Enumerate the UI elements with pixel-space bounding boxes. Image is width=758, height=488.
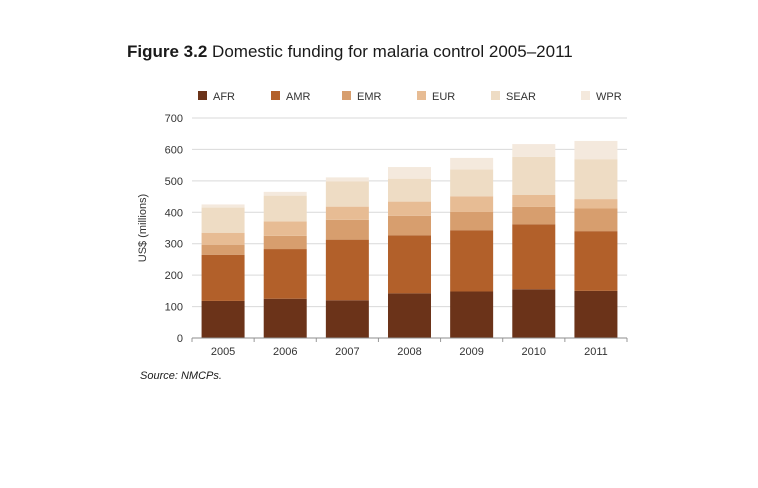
- bar-segment-afr-2009: [450, 291, 494, 338]
- x-tick-label: 2010: [522, 346, 546, 358]
- x-tick-label: 2005: [211, 346, 235, 358]
- bar-segment-eur-2009: [450, 196, 494, 212]
- legend: AFR AMR EMR EUR SEAR WPR: [198, 91, 622, 103]
- bar-segment-eur-2006: [263, 221, 307, 236]
- bar-segment-amr-2010: [512, 224, 556, 290]
- bar-segment-afr-2006: [263, 298, 307, 338]
- y-tick-label: 700: [165, 113, 183, 125]
- bar-segment-wpr-2007: [325, 177, 369, 182]
- x-tick-label: 2011: [584, 346, 608, 358]
- legend-label-wpr: WPR: [596, 91, 622, 103]
- bar-segment-emr-2009: [450, 211, 494, 231]
- bar-segment-wpr-2009: [450, 157, 494, 170]
- bar-segment-amr-2006: [263, 249, 307, 299]
- bars: [201, 140, 618, 338]
- legend-swatch-amr: [271, 91, 280, 100]
- figure-number: Figure 3.2: [127, 42, 208, 61]
- legend-label-emr: EMR: [357, 91, 382, 103]
- bar-segment-emr-2006: [263, 235, 307, 250]
- bar-segment-sear-2011: [574, 159, 618, 200]
- y-tick-label: 200: [165, 270, 183, 282]
- bar-segment-emr-2005: [201, 244, 245, 255]
- legend-label-afr: AFR: [213, 91, 235, 103]
- bar-segment-sear-2009: [450, 169, 494, 197]
- bar-segment-emr-2011: [574, 208, 618, 232]
- legend-label-eur: EUR: [432, 91, 455, 103]
- bar-segment-emr-2007: [325, 219, 369, 240]
- legend-label-sear: SEAR: [506, 91, 536, 103]
- y-tick-label: 400: [165, 207, 183, 219]
- figure-title-text: Domestic funding for malaria control 200…: [212, 42, 573, 61]
- y-tick-label: 100: [165, 302, 183, 314]
- bar-segment-sear-2006: [263, 195, 307, 222]
- bar-segment-amr-2005: [201, 254, 245, 301]
- bar-segment-wpr-2006: [263, 191, 307, 196]
- bar-segment-eur-2008: [388, 201, 431, 216]
- source-note: Source: NMCPs.: [140, 370, 222, 382]
- bar-segment-amr-2007: [325, 239, 369, 301]
- bar-segment-amr-2009: [450, 230, 494, 292]
- y-tick-label: 300: [165, 239, 183, 251]
- legend-label-amr: AMR: [286, 91, 311, 103]
- bar-segment-amr-2008: [388, 235, 431, 294]
- bar-segment-afr-2005: [201, 300, 245, 338]
- bar-segment-wpr-2005: [201, 204, 245, 208]
- bar-segment-sear-2008: [388, 178, 431, 202]
- legend-swatch-emr: [342, 91, 351, 100]
- bar-segment-eur-2010: [512, 195, 556, 207]
- bar-segment-afr-2007: [325, 300, 369, 338]
- source-text: NMCPs.: [180, 370, 222, 382]
- x-tick-label: 2006: [273, 346, 297, 358]
- y-tick-label: 500: [165, 176, 183, 188]
- legend-swatch-afr: [198, 91, 207, 100]
- bar-segment-eur-2011: [574, 199, 618, 209]
- x-tick-label: 2007: [335, 346, 359, 358]
- source-label: Source:: [140, 370, 178, 382]
- bar-segment-sear-2010: [512, 156, 556, 195]
- bar-segment-afr-2008: [388, 293, 431, 338]
- legend-swatch-sear: [491, 91, 500, 100]
- legend-swatch-eur: [417, 91, 426, 100]
- bar-segment-afr-2011: [574, 290, 618, 338]
- bar-segment-afr-2010: [512, 289, 556, 338]
- legend-swatch-wpr: [581, 91, 590, 100]
- bar-segment-emr-2008: [388, 215, 431, 236]
- axes: 0 100 200 300 400 500 600 700 2005 2006 2007 2008 20…: [165, 113, 628, 358]
- figure-title: Figure 3.2 Domestic funding for malaria …: [127, 42, 573, 62]
- bar-segment-amr-2011: [574, 231, 618, 291]
- bar-segment-wpr-2008: [388, 167, 431, 179]
- bar-segment-emr-2010: [512, 206, 556, 225]
- bar-segment-sear-2007: [325, 181, 369, 207]
- y-tick-label: 600: [165, 144, 183, 156]
- bar-segment-eur-2007: [325, 206, 369, 220]
- bar-segment-wpr-2010: [512, 144, 556, 157]
- x-tick-label: 2009: [459, 346, 483, 358]
- y-tick-label: 0: [177, 333, 183, 345]
- y-axis-title: US$ (millions): [137, 194, 149, 262]
- bar-segment-eur-2005: [201, 232, 245, 245]
- bar-segment-wpr-2011: [574, 140, 618, 160]
- x-tick-label: 2008: [397, 346, 421, 358]
- bar-segment-sear-2005: [201, 207, 245, 233]
